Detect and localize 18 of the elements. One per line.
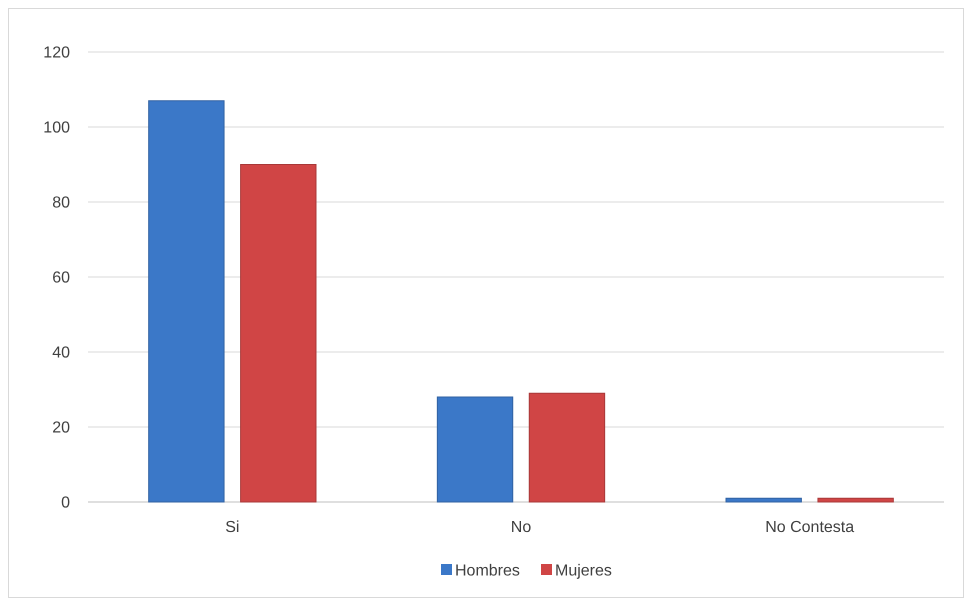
- y-tick-label: 80: [52, 194, 70, 212]
- legend-label: Mujeres: [555, 562, 612, 580]
- y-tick-label: 120: [43, 44, 70, 62]
- legend-label: Hombres: [455, 562, 520, 580]
- bar: [436, 396, 514, 502]
- x-tick-label: Si: [225, 519, 240, 536]
- y-tick-label: 0: [61, 494, 70, 512]
- x-tick-label: No Contesta: [765, 519, 854, 536]
- x-tick-label: No: [510, 519, 532, 536]
- bar: [240, 164, 316, 502]
- y-tick-label: 60: [52, 270, 70, 287]
- y-tick-label: 40: [52, 344, 70, 362]
- bar: [528, 392, 606, 502]
- bar: [726, 498, 802, 502]
- y-tick-label: 100: [43, 120, 70, 137]
- bar: [148, 100, 225, 502]
- y-tick-label: 20: [52, 420, 70, 437]
- bar: [817, 498, 894, 502]
